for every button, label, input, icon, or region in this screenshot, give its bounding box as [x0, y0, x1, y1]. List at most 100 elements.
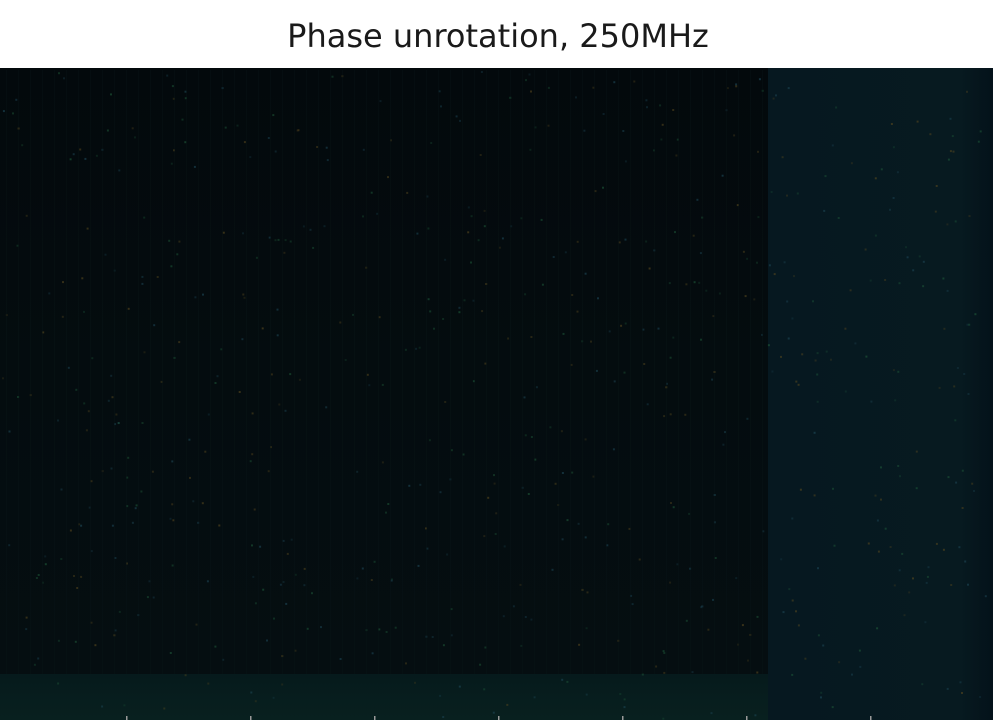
heatmap-speckle	[449, 478, 452, 481]
heatmap-speckle	[880, 498, 882, 501]
heatmap-speckle	[278, 403, 281, 406]
heatmap-speckle	[127, 456, 130, 459]
heatmap-speckle	[924, 621, 927, 624]
heatmap-speckle	[72, 153, 75, 156]
heatmap-speckle	[549, 426, 552, 429]
heatmap-speckle	[218, 524, 221, 527]
heatmap-speckle	[973, 490, 975, 492]
heatmap-speckle	[583, 129, 586, 132]
heatmap-speckle	[80, 524, 83, 527]
heatmap-column-texture	[498, 70, 499, 674]
heatmap-speckle	[646, 106, 648, 109]
heatmap-speckle	[524, 434, 527, 437]
heatmap-speckle	[483, 688, 486, 691]
heatmap-speckle	[42, 331, 45, 334]
heatmap-speckle	[867, 542, 870, 545]
heatmap-speckle	[141, 422, 144, 424]
heatmap-speckle	[864, 248, 867, 251]
heatmap-speckle	[390, 139, 392, 142]
heatmap-speckle	[126, 505, 129, 508]
heatmap-speckle	[660, 138, 663, 141]
heatmap-speckle	[897, 465, 900, 467]
heatmap-column-texture	[618, 70, 619, 674]
heatmap-speckle	[274, 239, 277, 242]
heatmap-column-texture	[318, 70, 319, 674]
heatmap-speckle	[964, 560, 967, 563]
heatmap-speckle	[581, 340, 584, 343]
heatmap-speckle	[509, 96, 512, 99]
heatmap-speckle	[597, 297, 599, 300]
heatmap-speckle	[979, 696, 982, 698]
heatmap-speckle	[285, 602, 288, 605]
heatmap-speckle	[503, 545, 506, 548]
heatmap-speckle	[352, 313, 354, 316]
heatmap-speckle	[33, 663, 36, 666]
heatmap-speckle	[404, 348, 407, 351]
heatmap-column-texture	[42, 70, 43, 674]
heatmap-speckle	[442, 644, 445, 647]
heatmap-column-texture	[102, 70, 103, 674]
heatmap-speckle	[570, 363, 573, 366]
heatmap-speckle	[201, 502, 204, 505]
heatmap-speckle	[624, 160, 627, 163]
heatmap-speckle	[344, 359, 347, 361]
heatmap-column-texture	[642, 70, 643, 674]
heatmap-speckle	[795, 610, 797, 613]
heatmap-speckle	[484, 646, 487, 649]
heatmap-speckle	[462, 453, 465, 456]
heatmap-speckle	[303, 567, 306, 570]
heatmap-speckle	[793, 275, 795, 278]
heatmap-speckle	[184, 141, 187, 144]
heatmap-column-texture	[198, 70, 199, 674]
heatmap-speckle	[241, 338, 244, 341]
heatmap-speckle	[101, 148, 104, 151]
heatmap-speckle	[169, 652, 172, 654]
heatmap-speckle	[111, 396, 114, 399]
heatmap-column-texture	[306, 70, 307, 674]
heatmap-speckle	[966, 323, 969, 326]
heatmap-speckle	[540, 218, 543, 221]
heatmap-speckle	[921, 683, 924, 686]
heatmap-speckle	[69, 529, 72, 532]
heatmap-speckle	[419, 483, 422, 486]
heatmap-column-texture	[390, 70, 391, 674]
heatmap-speckle	[712, 315, 715, 318]
heatmap-speckle	[302, 225, 305, 228]
heatmap-speckle	[408, 484, 411, 487]
heatmap-speckle	[472, 380, 475, 383]
heatmap-speckle	[274, 150, 277, 153]
heatmap-speckle	[524, 293, 527, 296]
heatmap-speckle	[971, 482, 974, 485]
heatmap-speckle	[493, 474, 495, 477]
heatmap-speckle	[73, 575, 75, 577]
heatmap-speckle	[111, 524, 114, 527]
heatmap-speckle	[925, 581, 928, 584]
heatmap-column-texture	[378, 70, 379, 674]
heatmap-speckle	[676, 563, 679, 566]
heatmap-speckle	[379, 100, 382, 103]
heatmap-speckle	[17, 396, 20, 398]
heatmap-speckle	[791, 673, 794, 676]
heatmap-speckle	[429, 310, 432, 313]
heatmap-column-texture	[258, 70, 259, 674]
heatmap-speckle	[832, 487, 834, 490]
heatmap-speckle	[633, 80, 636, 83]
heatmap-column-texture	[546, 70, 547, 674]
heatmap-speckle	[251, 453, 254, 456]
heatmap-speckle	[184, 90, 187, 93]
heatmap-speckle	[362, 148, 365, 151]
heatmap-speckle	[576, 310, 579, 313]
heatmap-column-texture	[582, 70, 583, 674]
heatmap-speckle	[110, 467, 113, 470]
heatmap-speckle	[733, 134, 736, 137]
heatmap-speckle	[181, 118, 184, 121]
heatmap-column-texture	[210, 70, 211, 674]
heatmap-speckle	[714, 557, 717, 559]
heatmap-speckle	[877, 550, 880, 553]
heatmap-speckle	[290, 538, 293, 541]
heatmap-speckle	[655, 665, 658, 668]
heatmap-speckle	[947, 476, 950, 479]
heatmap-speckle	[477, 239, 480, 242]
heatmap-speckle	[787, 337, 790, 340]
heatmap-column-texture	[150, 70, 151, 674]
